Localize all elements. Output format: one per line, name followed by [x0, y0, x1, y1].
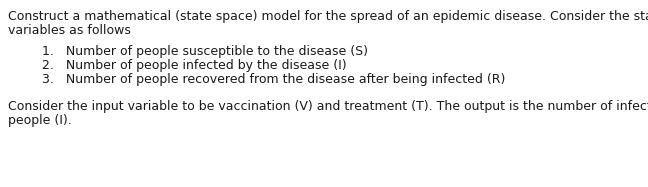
Text: Construct a mathematical (state space) model for the spread of an epidemic disea: Construct a mathematical (state space) m… — [8, 10, 648, 23]
Text: variables as follows: variables as follows — [8, 24, 131, 37]
Text: 1.   Number of people susceptible to the disease (S): 1. Number of people susceptible to the d… — [42, 45, 368, 58]
Text: 3.   Number of people recovered from the disease after being infected (R): 3. Number of people recovered from the d… — [42, 73, 505, 86]
Text: people (I).: people (I). — [8, 114, 72, 127]
Text: 2.   Number of people infected by the disease (I): 2. Number of people infected by the dise… — [42, 59, 347, 72]
Text: Consider the input variable to be vaccination (V) and treatment (T). The output : Consider the input variable to be vaccin… — [8, 100, 648, 113]
